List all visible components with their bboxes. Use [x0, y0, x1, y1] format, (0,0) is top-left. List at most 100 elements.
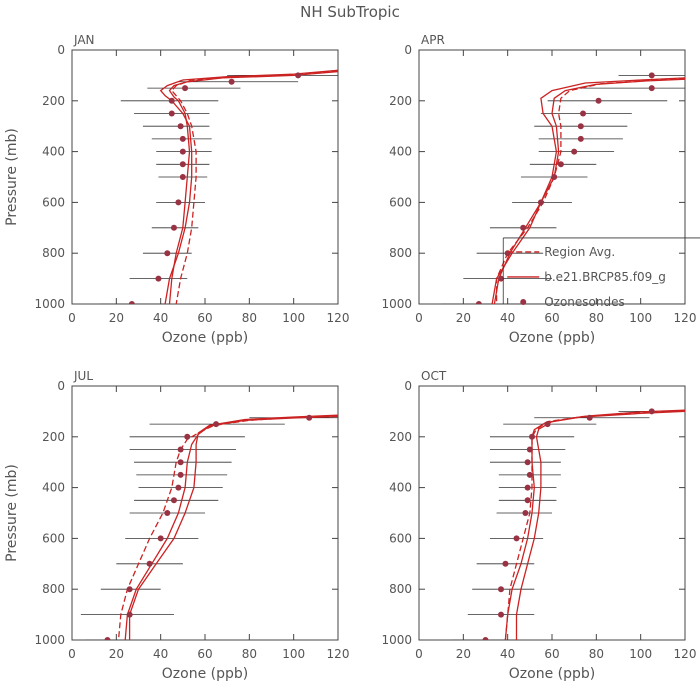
- panel-apr: 0 20 40 60 80 100 120 0 200 400 600 800 1000 APR Ozone…: [381, 33, 700, 346]
- x-tick-label: 120: [327, 647, 350, 661]
- panel-label: OCT: [421, 369, 447, 383]
- obs-point: [513, 535, 520, 542]
- y-tick-label: 200: [42, 94, 65, 108]
- obs-point: [648, 85, 655, 92]
- obs-point: [551, 174, 558, 180]
- model-line-3: [504, 410, 685, 640]
- obs-point: [177, 123, 184, 130]
- x-tick-label: 20: [456, 311, 471, 325]
- x-tick-label: 40: [500, 647, 515, 661]
- obs-point: [146, 560, 153, 567]
- legend: Region Avg. b.e21.BRCP85.f09_g Ozonesondes: [502, 237, 700, 309]
- obs-point: [577, 135, 584, 142]
- x-tick-label: 100: [629, 647, 652, 661]
- model-line-1: [159, 69, 338, 304]
- obs-point: [537, 199, 544, 206]
- obs-point: [126, 586, 133, 593]
- panels: 0 20 40 60 80 100 12002004006008001000JANOzone…: [4, 33, 700, 682]
- obs-point: [182, 85, 189, 92]
- x-tick-label: 60: [544, 647, 559, 661]
- y-tick-label: 400: [42, 145, 65, 159]
- y-tick-label: 1000: [34, 633, 65, 647]
- x-axis-label: Ozone (ppb): [509, 666, 595, 682]
- obs-point: [522, 510, 529, 516]
- y-tick-label: 400: [389, 145, 412, 159]
- x-tick-label: 80: [242, 647, 257, 661]
- plot-area: [441, 72, 685, 304]
- y-tick-label: 200: [389, 94, 412, 108]
- y-tick-label: 800: [389, 582, 412, 596]
- model-line-1: [128, 414, 338, 640]
- x-axis-label: Ozone (ppb): [509, 330, 595, 346]
- plot-area: [80, 414, 338, 640]
- x-tick-label: 100: [282, 311, 305, 325]
- x-tick-label: 100: [629, 311, 652, 325]
- obs-point: [524, 484, 531, 491]
- obs-point: [179, 174, 186, 180]
- panel-jul: 0 20 40 60 80 100 120 0 200 400 600 800 1000 JUL Ozone…: [4, 369, 349, 682]
- x-axis-label: Ozone (ppb): [162, 330, 248, 346]
- x-tick-label: 0: [68, 311, 76, 325]
- obs-point: [170, 224, 177, 231]
- panel-label: JUL: [73, 369, 93, 383]
- legend-label: Region Avg.: [544, 245, 615, 259]
- obs-point: [155, 275, 162, 282]
- x-axis-label: Ozone (ppb): [162, 666, 248, 682]
- model-line-1: [515, 409, 685, 640]
- y-tick-label: 600: [42, 195, 65, 209]
- x-tick-label: 40: [500, 311, 515, 325]
- obs-point: [498, 611, 505, 618]
- obs-point: [557, 161, 564, 168]
- x-tick-label: 80: [589, 647, 604, 661]
- obs-point: [577, 123, 584, 130]
- obs-point: [482, 637, 489, 640]
- x-tick-label: 40: [153, 311, 168, 325]
- plot-area: [100, 69, 338, 304]
- plot-area: [452, 408, 685, 640]
- obs-point: [175, 484, 182, 491]
- y-tick-label: 200: [389, 430, 412, 444]
- obs-point: [520, 224, 527, 231]
- panel-label: APR: [421, 33, 445, 47]
- model-line-1: [491, 77, 685, 304]
- obs-point: [228, 78, 235, 85]
- x-tick-label: 120: [327, 311, 350, 325]
- obs-point: [475, 301, 482, 304]
- y-tick-label: 600: [42, 531, 65, 545]
- model-line-2: [495, 77, 685, 304]
- obs-point: [295, 72, 302, 79]
- obs-point: [164, 250, 171, 257]
- x-tick-label: 80: [589, 311, 604, 325]
- model-line-2: [170, 70, 338, 304]
- panel-label: JAN: [73, 33, 95, 47]
- obs-point: [184, 433, 191, 440]
- x-tick-label: 100: [282, 647, 305, 661]
- obs-point: [586, 414, 593, 421]
- panel-oct: 0 20 40 60 80 100 120 0 200 400 600 800 1000 OCT Ozone…: [381, 369, 696, 682]
- x-tick-label: 0: [68, 647, 76, 661]
- obs-point: [126, 611, 133, 618]
- obs-point: [648, 408, 655, 415]
- obs-point: [306, 414, 313, 421]
- y-axis-label: Pressure (mb): [4, 128, 20, 226]
- obs-point: [175, 199, 182, 206]
- obs-point: [157, 535, 164, 542]
- x-tick-label: 20: [109, 647, 124, 661]
- legend-label: b.e21.BRCP85.f09_g: [544, 270, 666, 284]
- y-tick-label: 600: [389, 195, 412, 209]
- model-line-3: [168, 70, 338, 304]
- obs-point: [177, 471, 184, 478]
- y-tick-label: 800: [389, 246, 412, 260]
- obs-point: [544, 421, 551, 428]
- y-tick-label: 800: [42, 582, 65, 596]
- y-tick-label: 0: [404, 43, 412, 57]
- obs-point: [179, 148, 186, 155]
- y-axis-label: Pressure (mb): [4, 464, 20, 562]
- obs-point: [179, 135, 186, 142]
- y-tick-label: 400: [42, 481, 65, 495]
- obs-point: [524, 459, 531, 466]
- obs-point: [571, 148, 578, 155]
- x-tick-label: 0: [415, 647, 423, 661]
- obs-point: [164, 510, 171, 516]
